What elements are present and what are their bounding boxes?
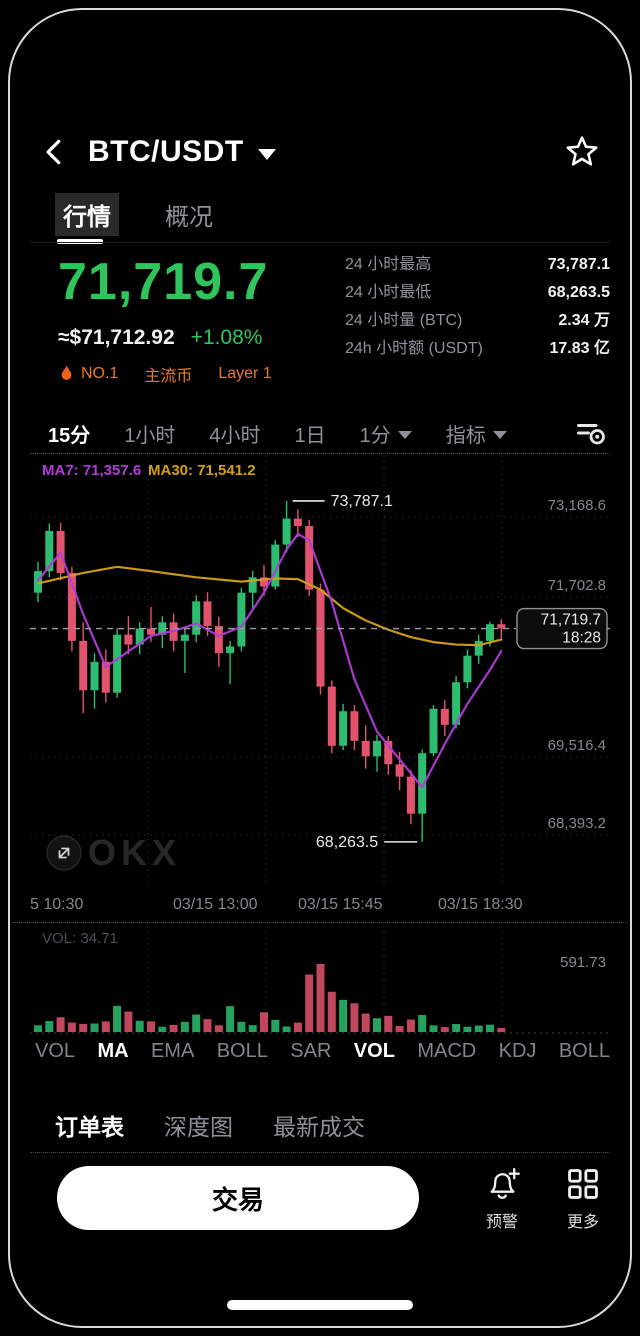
- svg-text:VOL: 34.71: VOL: 34.71: [42, 930, 118, 947]
- time-label: 03/15 15:45: [298, 896, 383, 913]
- svg-text:18:28: 18:28: [562, 630, 601, 647]
- chart-settings-button[interactable]: [576, 419, 606, 447]
- chevron-down-icon: [397, 430, 412, 439]
- timeframe-more-label: 1分: [359, 424, 391, 447]
- tab-order-book[interactable]: 订单表: [55, 1114, 124, 1140]
- stat-value: 17.83 亿: [549, 340, 611, 357]
- more-label: 更多: [566, 1214, 599, 1231]
- category-badge[interactable]: 主流币: [144, 368, 193, 385]
- svg-text:591.73: 591.73: [560, 954, 606, 971]
- svg-text:68,393.2: 68,393.2: [548, 815, 606, 832]
- timeframe-bar: 15分 1小时 4小时 1日 1分 指标: [48, 414, 606, 452]
- home-indicator[interactable]: [227, 1300, 413, 1310]
- timeframe-4h[interactable]: 4小时: [209, 424, 261, 447]
- indicator-sar[interactable]: SAR: [290, 1040, 332, 1062]
- last-price: 71,719.7: [58, 253, 269, 311]
- stat-value: 2.34 万: [558, 312, 610, 329]
- indicator-boll2[interactable]: BOLL: [558, 1040, 610, 1062]
- stat-label: 24 小时最高: [345, 256, 432, 273]
- layer-badge[interactable]: Layer 1: [218, 365, 272, 382]
- star-icon: [566, 136, 598, 166]
- footer-bar: 交易 预警 更多: [57, 1166, 600, 1252]
- divider: [12, 922, 628, 923]
- flame-icon: [61, 364, 72, 380]
- price-panel: 71,719.7 ≈$71,712.92 +1.08%: [58, 252, 348, 350]
- time-label: 03/15 13:00: [173, 896, 258, 913]
- badge-row: NO.1 主流币 Layer 1: [58, 362, 272, 386]
- tab-overview[interactable]: 概况: [165, 203, 213, 231]
- time-axis: 5 10:30 03/15 13:00 03/15 15:45 03/15 18…: [30, 896, 610, 920]
- indicator-tab-bar: VOL MA EMA BOLL SAR VOL MACD KDJ BOLL: [35, 1040, 610, 1063]
- indicator-kdj[interactable]: KDJ: [498, 1040, 537, 1062]
- orderbook-tab-bar: 订单表 深度图 最新成交: [30, 1098, 610, 1153]
- stats-panel: 24 小时最高 73,787.1 24 小时最低 68,263.5 24 小时量…: [345, 255, 610, 359]
- indicator-vol-main[interactable]: VOL: [35, 1040, 76, 1062]
- indicator-macd[interactable]: MACD: [417, 1040, 477, 1062]
- header: BTC/USDT: [40, 128, 600, 176]
- svg-text:73,787.1: 73,787.1: [331, 493, 393, 510]
- indicator-vol-sub[interactable]: VOL: [353, 1040, 395, 1062]
- indicator-boll[interactable]: BOLL: [216, 1040, 268, 1062]
- top-tab-bar: 行情 概况: [55, 192, 600, 244]
- chevron-down-icon: [492, 430, 507, 439]
- alert-label: 预警: [485, 1214, 518, 1231]
- stat-value: 73,787.1: [547, 256, 610, 273]
- chart-settings-icon: [577, 424, 605, 445]
- timeframe-1h[interactable]: 1小时: [124, 424, 176, 447]
- okx-watermark: OKX: [88, 832, 181, 873]
- rank-badge-label: NO.1: [81, 365, 119, 382]
- tab-latest-trades[interactable]: 最新成交: [273, 1114, 365, 1140]
- fiat-value: ≈$71,712.92: [58, 326, 175, 349]
- candlestick-chart[interactable]: 73,168.6 71,702.8 69,516.4 68,393.2 MA7: 71,…: [30, 455, 610, 895]
- indicator-dropdown[interactable]: 指标: [446, 419, 507, 448]
- chevron-left-icon: [46, 139, 61, 165]
- timeframe-1d[interactable]: 1日: [294, 424, 326, 447]
- rank-badge[interactable]: NO.1: [58, 364, 118, 385]
- page-title: BTC/USDT: [88, 135, 244, 168]
- volume-chart[interactable]: VOL: 34.71 591.73: [30, 925, 610, 1037]
- indicator-dropdown-label: 指标: [445, 424, 486, 447]
- stat-row-turnover-usdt: 24h 小时额 (USDT) 17.83 亿: [345, 339, 610, 359]
- favorite-button[interactable]: [564, 134, 600, 170]
- stat-row-low: 24 小时最低 68,263.5: [345, 283, 610, 303]
- indicator-ema[interactable]: EMA: [150, 1040, 195, 1062]
- stat-label: 24 小时最低: [345, 284, 432, 301]
- svg-text:69,516.4: 69,516.4: [548, 737, 606, 754]
- divider: [30, 242, 610, 243]
- svg-text:71,719.7: 71,719.7: [541, 612, 601, 629]
- timeframe-more-dropdown[interactable]: 1分: [360, 419, 412, 448]
- bell-plus-icon: [490, 1168, 520, 1199]
- alert-button[interactable]: 预警: [484, 1166, 520, 1232]
- more-button[interactable]: 更多: [566, 1166, 600, 1232]
- stat-label: 24 小时量 (BTC): [345, 312, 463, 329]
- svg-text:MA7: 71,357.6: MA7: 71,357.6: [42, 462, 141, 479]
- stat-row-volume-btc: 24 小时量 (BTC) 2.34 万: [345, 311, 610, 331]
- svg-text:73,168.6: 73,168.6: [548, 497, 606, 514]
- stat-row-high: 24 小时最高 73,787.1: [345, 255, 610, 275]
- indicator-ma[interactable]: MA: [97, 1040, 129, 1062]
- trade-button[interactable]: 交易: [57, 1166, 419, 1230]
- time-label: 03/15 18:30: [438, 896, 523, 913]
- stat-label: 24h 小时额 (USDT): [345, 340, 483, 357]
- divider: [30, 453, 610, 454]
- back-button[interactable]: [40, 135, 74, 169]
- svg-text:MA30: 71,541.2: MA30: 71,541.2: [148, 462, 256, 479]
- change-percent: +1.08%: [190, 326, 263, 349]
- grid-icon: [568, 1169, 598, 1199]
- timeframe-15m[interactable]: 15分: [48, 424, 91, 447]
- stat-value: 68,263.5: [547, 284, 610, 301]
- time-label: 5 10:30: [30, 896, 84, 913]
- svg-text:68,263.5: 68,263.5: [316, 834, 378, 851]
- tab-depth-chart[interactable]: 深度图: [164, 1114, 233, 1140]
- svg-text:71,702.8: 71,702.8: [548, 577, 606, 594]
- pair-dropdown-icon[interactable]: [257, 148, 276, 160]
- tab-quotes[interactable]: 行情: [55, 192, 119, 244]
